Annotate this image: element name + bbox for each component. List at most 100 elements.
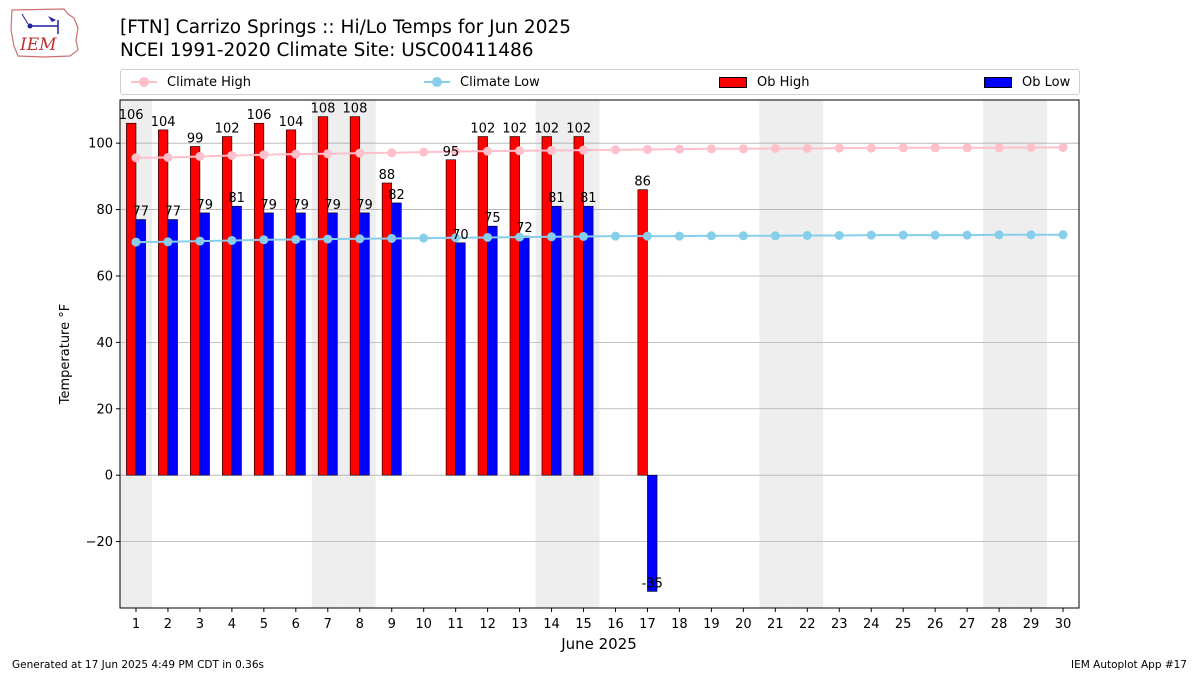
ob-low-label-day-9: 82 (388, 188, 405, 203)
ob-low-label-day-7: 79 (324, 198, 341, 213)
x-tick-label-4: 4 (228, 617, 236, 632)
climate-high-point-day-8 (355, 148, 365, 158)
climate-low-point-day-14 (547, 232, 557, 242)
ob-low-bar-day-15 (583, 205, 594, 476)
climate-low-point-day-28 (994, 230, 1004, 240)
climate-high-point-day-6 (291, 149, 301, 159)
ob-low-bar-day-4 (231, 205, 242, 476)
ob-low-label-day-17: -35 (642, 576, 663, 591)
climate-low-point-day-1 (131, 237, 141, 247)
x-tick-label-21: 21 (767, 617, 784, 632)
ob-low-bar-day-1 (135, 219, 146, 476)
ob-high-label-day-8: 108 (343, 102, 368, 117)
ob-low-label-day-2: 77 (164, 205, 181, 220)
climate-high-point-day-3 (195, 151, 205, 161)
climate-low-point-day-21 (770, 231, 780, 241)
ob-low-bar-day-11 (455, 242, 466, 476)
x-tick-label-27: 27 (959, 617, 976, 632)
x-tick-label-12: 12 (479, 617, 496, 632)
x-tick-label-22: 22 (799, 617, 816, 632)
ob-high-bar-day-4 (221, 136, 233, 476)
climate-low-point-day-26 (930, 230, 940, 240)
ob-low-label-day-15: 81 (580, 191, 597, 206)
ob-low-bar-day-13 (519, 235, 530, 476)
x-tick-label-18: 18 (671, 617, 688, 632)
climate-high-point-day-17 (642, 144, 652, 154)
legend-label-climate-high: Climate High (167, 74, 252, 90)
ob-high-bar-day-8 (349, 116, 361, 476)
footer-app-id: IEM Autoplot App #17 (1071, 659, 1187, 671)
ob-high-label-day-6: 104 (279, 115, 304, 130)
iem-logo: IEM (10, 8, 79, 58)
ob-high-label-day-14: 102 (534, 122, 559, 137)
y-tick-label-40: 40 (96, 336, 113, 351)
x-tick-label-3: 3 (196, 617, 204, 632)
ob-high-bar-day-3 (190, 146, 201, 476)
climate-low-point-day-20 (738, 231, 748, 241)
legend-label-ob-low: Ob Low (1022, 74, 1071, 90)
x-tick-label-15: 15 (575, 617, 592, 632)
y-tick-label-80: 80 (96, 203, 113, 218)
climate-low-point-day-22 (802, 230, 812, 240)
ob-low-bar-day-2 (167, 219, 178, 476)
x-tick-label-29: 29 (1023, 617, 1040, 632)
x-tick-label-28: 28 (991, 617, 1008, 632)
x-tick-label-25: 25 (895, 617, 912, 632)
x-tick-label-2: 2 (164, 617, 172, 632)
x-tick-label-16: 16 (607, 617, 624, 632)
weekend-shade-day-29 (1015, 100, 1048, 608)
climate-low-point-day-30 (1058, 230, 1068, 240)
ob-high-label-day-11: 95 (443, 145, 460, 160)
legend-item-ob-low: Ob Low (984, 70, 1070, 94)
weekend-shade-day-21 (759, 100, 792, 608)
legend: Climate High Climate Low Ob High Ob Low (120, 69, 1080, 95)
climate-high-point-day-10 (419, 147, 429, 157)
climate-low-point-day-2 (163, 237, 173, 247)
chart-subtitle: NCEI 1991-2020 Climate Site: USC00411486 (120, 40, 534, 61)
ob-high-label-day-3: 99 (187, 131, 204, 146)
x-tick-label-6: 6 (292, 617, 300, 632)
climate-low-point-day-25 (898, 230, 908, 240)
y-tick-label-20: 20 (96, 402, 113, 417)
ob-high-label-day-5: 106 (247, 108, 272, 123)
ob-high-bar-day-1 (126, 122, 137, 476)
ob-low-bar-day-5 (263, 212, 274, 476)
iem-logo-text: IEM (19, 35, 57, 55)
ob-low-bar-day-14 (551, 205, 562, 476)
climate-low-point-day-23 (834, 230, 844, 240)
ob-high-label-day-2: 104 (151, 115, 176, 130)
x-tick-label-20: 20 (735, 617, 752, 632)
x-tick-label-11: 11 (447, 617, 464, 632)
y-tick-label--20: −20 (86, 535, 113, 550)
x-tick-label-19: 19 (703, 617, 720, 632)
x-axis-label: June 2025 (560, 635, 637, 653)
ob-low-label-day-13: 72 (516, 221, 533, 236)
climate-high-point-day-13 (515, 146, 525, 156)
climate-high-point-day-29 (1026, 142, 1036, 152)
ob-low-bar-day-6 (295, 212, 306, 476)
climate-high-point-day-5 (259, 150, 269, 160)
climate-low-point-day-3 (195, 236, 205, 246)
climate-high-point-day-18 (674, 144, 684, 154)
x-tick-label-26: 26 (927, 617, 944, 632)
chart-title: [FTN] Carrizo Springs :: Hi/Lo Temps for… (120, 17, 572, 38)
climate-high-point-day-11 (451, 146, 461, 156)
climate-low-point-day-10 (419, 233, 429, 243)
legend-label-climate-low: Climate Low (460, 74, 540, 90)
climate-high-point-day-20 (738, 144, 748, 154)
climate-high-point-day-14 (547, 145, 557, 155)
x-tick-label-14: 14 (543, 617, 560, 632)
climate-high-point-day-21 (770, 143, 780, 153)
ob-high-label-day-9: 88 (379, 168, 396, 183)
legend-item-climate-low: Climate Low (424, 70, 540, 94)
climate-low-point-day-9 (387, 233, 397, 243)
legend-item-ob-high: Ob High (719, 70, 810, 94)
ob-low-label-day-3: 79 (196, 198, 213, 213)
climate-low-point-day-24 (866, 230, 876, 240)
legend-label-ob-high: Ob High (757, 74, 810, 90)
ob-high-bar-day-5 (253, 122, 265, 476)
y-tick-label-60: 60 (96, 269, 113, 284)
x-tick-label-5: 5 (260, 617, 268, 632)
x-tick-label-13: 13 (511, 617, 528, 632)
x-tick-label-17: 17 (639, 617, 656, 632)
